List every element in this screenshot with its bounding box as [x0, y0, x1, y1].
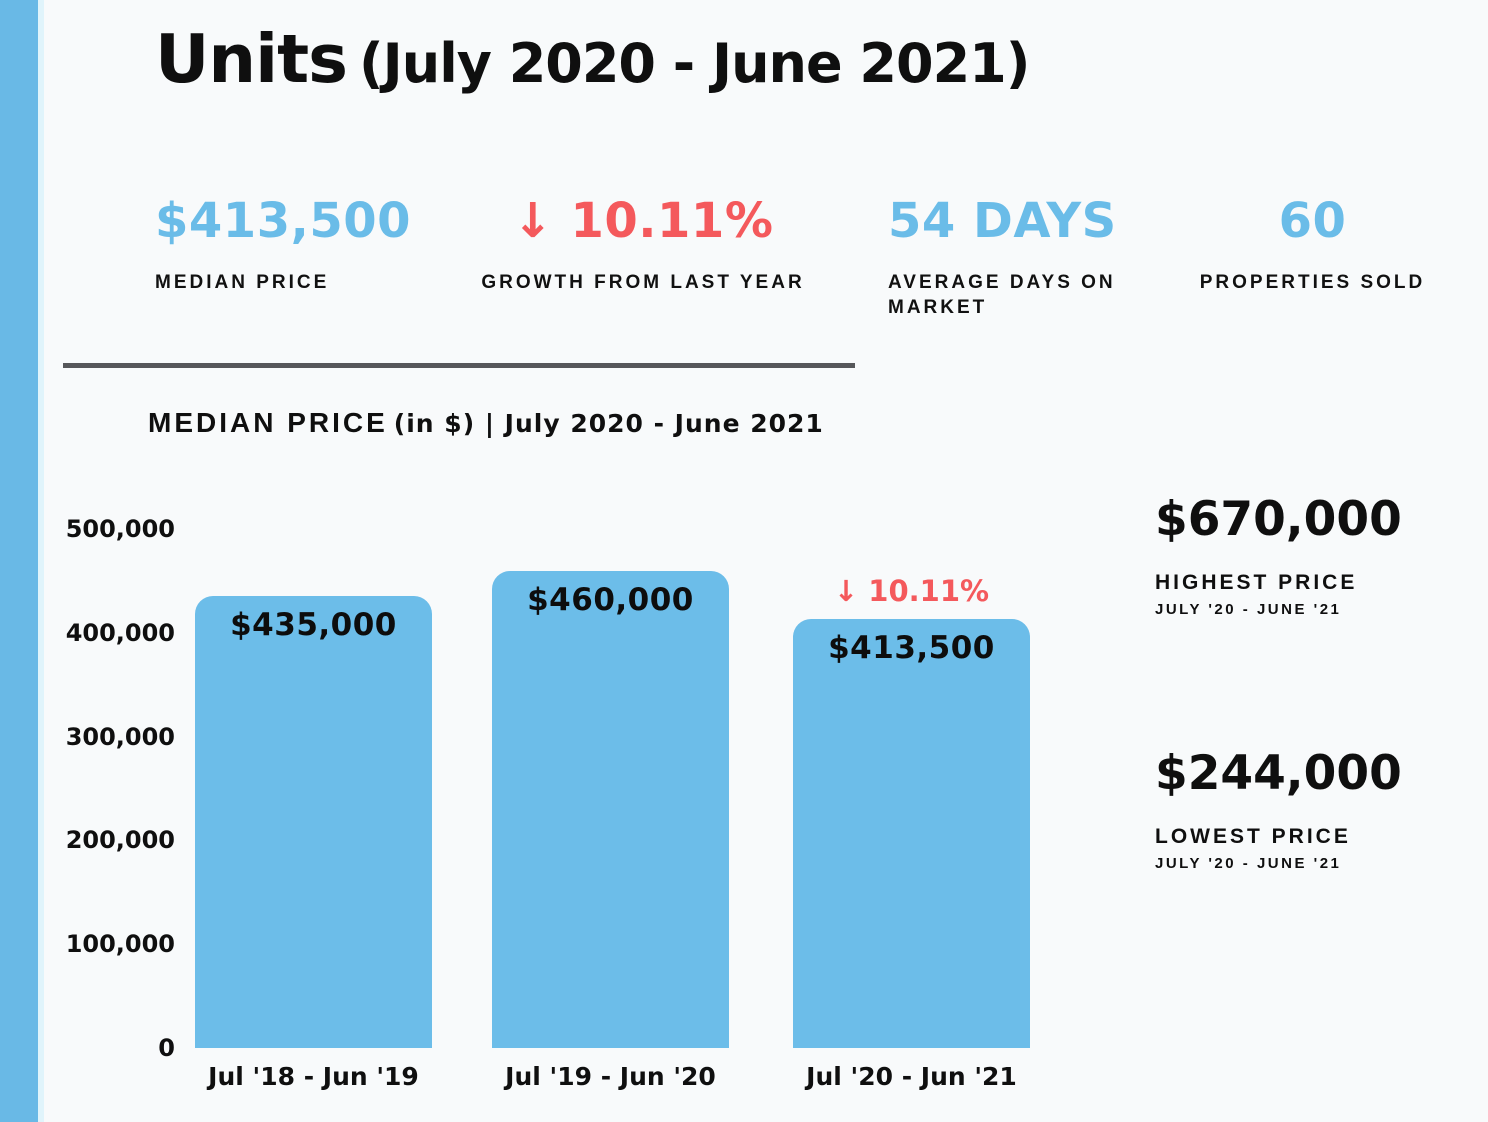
x-axis-label: Jul '20 - Jun '21: [806, 1062, 1017, 1091]
bar: $435,000: [195, 596, 432, 1048]
y-axis-tick-label: 100,000: [65, 930, 175, 959]
stat-median-price-value: $413,500: [155, 193, 412, 249]
stat-properties-sold-value: 60: [1278, 193, 1347, 249]
chart-title-period: (in $) | July 2020 - June 2021: [393, 409, 824, 438]
y-axis-tick-label: 0: [158, 1034, 175, 1062]
x-axis-label: Jul '19 - Jun '20: [505, 1062, 716, 1091]
highest-price-period: JULY '20 - JUNE '21: [1155, 601, 1342, 618]
left-accent-stripe-edge: [38, 0, 44, 1122]
bar-value-label: $413,500: [828, 629, 995, 666]
y-axis-tick-label: 400,000: [65, 618, 175, 647]
bar-value-label: $460,000: [527, 581, 694, 618]
chart-title: MEDIAN PRICE: [148, 407, 388, 438]
left-accent-stripe: [0, 0, 38, 1122]
lowest-price-value: $244,000: [1155, 746, 1402, 801]
lowest-price-period: JULY '20 - JUNE '21: [1155, 855, 1342, 872]
bar-change-annotation: ↓ 10.11%: [833, 573, 990, 608]
bar-value-label: $435,000: [230, 607, 397, 644]
stat-days-on-market: 54 DAYS AVERAGE DAYS ON MARKET: [888, 190, 1138, 320]
stat-growth-label: GROWTH FROM LAST YEAR: [481, 272, 805, 293]
side-stat-lowest-price: $244,000 LOWEST PRICE JULY '20 - JUNE '2…: [1155, 746, 1475, 872]
highest-price-label: HIGHEST PRICE: [1155, 571, 1358, 594]
stat-growth: ↓ 10.11% GROWTH FROM LAST YEAR: [478, 190, 808, 295]
y-axis-tick-label: 300,000: [65, 722, 175, 751]
y-axis-tick-label: 500,000: [65, 515, 175, 543]
stat-growth-value: ↓ 10.11%: [512, 193, 774, 249]
page-title-period: (July 2020 - June 2021): [358, 32, 1030, 95]
chart-header: MEDIAN PRICE (in $) | July 2020 - June 2…: [148, 407, 824, 439]
bar: $413,500: [793, 618, 1030, 1048]
highest-price-value: $670,000: [1155, 492, 1402, 547]
stat-properties-sold: 60 PROPERTIES SOLD: [1195, 190, 1430, 295]
stat-median-price: $413,500 MEDIAN PRICE: [155, 190, 455, 295]
lowest-price-label: LOWEST PRICE: [1155, 825, 1351, 848]
stat-days-on-market-label: AVERAGE DAYS ON MARKET: [888, 272, 1116, 318]
page-header: Units (July 2020 - June 2021): [155, 20, 1030, 98]
x-axis-label: Jul '18 - Jun '19: [208, 1062, 419, 1091]
page-title: Units: [155, 20, 348, 98]
stat-median-price-label: MEDIAN PRICE: [155, 272, 330, 293]
divider-line: [63, 363, 855, 368]
stat-properties-sold-label: PROPERTIES SOLD: [1199, 272, 1426, 293]
bar: $460,000: [492, 570, 729, 1048]
stat-days-on-market-value: 54 DAYS: [888, 193, 1117, 249]
y-axis-tick-label: 200,000: [65, 826, 175, 855]
side-stat-highest-price: $670,000 HIGHEST PRICE JULY '20 - JUNE '…: [1155, 492, 1475, 618]
